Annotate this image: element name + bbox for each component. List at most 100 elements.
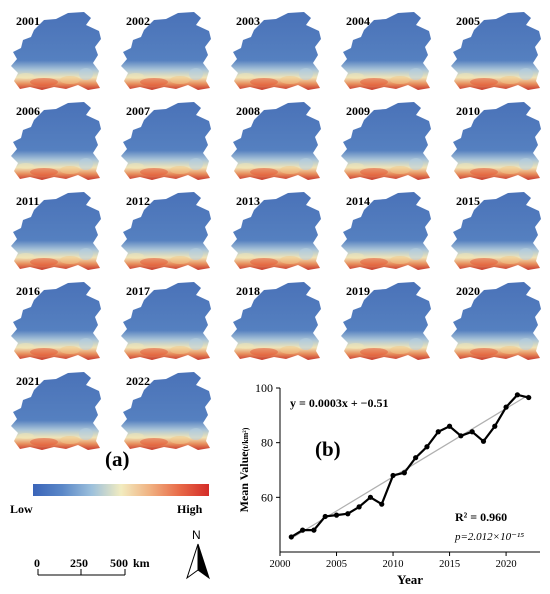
scale-bar: 0 250 500 km [30,540,190,580]
north-arrow: N [183,528,213,580]
map-year-label: 2005 [456,14,480,28]
map-year-label: 2008 [236,104,260,118]
map-region-shape [121,102,211,180]
map-region-shape [231,102,321,180]
map-panel: 2022 [114,364,222,454]
map-region-shape [121,282,211,360]
map-year-label: 2010 [456,104,480,118]
map-panel: 2004 [334,4,442,94]
data-point [311,527,317,533]
map-panel: 2016 [4,274,112,364]
map-panel: 2005 [444,4,550,94]
x-tick-label: 2000 [270,559,291,570]
map-year-label: 2004 [346,14,370,28]
chart-svg: 60 80 100 2000 2005 2010 2015 2020 Year Mean Valu… [237,381,540,587]
data-point [413,455,419,461]
map-panel: 2017 [114,274,222,364]
map-region-shape [341,102,431,180]
legend-high-label: High [177,502,203,516]
y-axis-label-unit: (t/km²) [241,427,250,451]
panel-b-label: (b) [315,437,341,461]
north-arrow-icon [186,543,210,580]
map-year-label: 2016 [16,284,40,298]
map-region-shape [451,282,541,360]
y-tick-label: 80 [261,436,273,450]
scale-bar-graphic [37,569,126,576]
map-region-shape [11,282,101,360]
y-tick-label: 60 [261,490,273,504]
x-tick-label: 2005 [326,559,347,570]
map-year-label: 2003 [236,14,260,28]
map-year-label: 2001 [16,14,40,28]
map-region-shape [231,282,321,360]
x-tick-label: 2020 [496,559,517,570]
data-point [526,394,532,401]
map-grid: 2001 2002 2003 2004 2005 2006 2007 2008 2009 2010… [4,4,550,454]
legend-low-label: Low [10,502,33,516]
map-panel: 2013 [224,184,332,274]
map-region-shape [11,102,101,180]
map-region-shape [231,192,321,270]
map-panel: 2014 [334,184,442,274]
map-year-label: 2002 [126,14,150,28]
map-region-shape [121,12,211,90]
map-panel: 2001 [4,4,112,94]
map-region-shape [11,12,101,90]
map-year-label: 2006 [16,104,40,118]
data-point [390,472,396,479]
map-panel: 2009 [334,94,442,184]
data-point [480,438,487,444]
map-year-label: 2017 [126,284,150,298]
series-line [290,393,529,538]
map-panel: 2019 [334,274,442,364]
scale-unit: km [133,556,150,570]
r-squared-label: R² = 0.960 [455,510,507,524]
panel-a-label: (a) [105,447,130,471]
data-point [379,501,385,507]
y-tick-label: 100 [255,381,273,395]
data-point [367,494,374,500]
map-panel: 2018 [224,274,332,364]
p-value-label: p=2.012×10⁻¹⁵ [454,531,524,543]
map-panel: 2020 [444,274,550,364]
map-year-label: 2013 [236,194,260,208]
data-point [345,511,351,517]
map-year-label: 2009 [346,104,370,118]
x-tick-label: 2010 [383,559,404,570]
map-year-label: 2012 [126,194,150,208]
north-label: N [192,528,201,542]
data-point [401,470,407,476]
map-year-label: 2019 [346,284,370,298]
data-point [469,429,475,435]
map-year-label: 2011 [16,194,40,208]
y-axis-label-text: Mean Value [237,451,251,513]
map-panel: 2007 [114,94,222,184]
map-panel: 2006 [4,94,112,184]
data-point [356,504,362,510]
trend-chart: 60 80 100 2000 2005 2010 2015 2020 Year Mean Valu… [230,370,550,589]
data-point [458,433,464,439]
map-region-shape [451,192,541,270]
x-axis-label: Year [397,572,423,587]
data-point [514,392,520,398]
data-point [288,534,294,540]
map-region-shape [121,192,211,270]
map-year-label: 2020 [456,284,480,298]
map-panel: 2015 [444,184,550,274]
map-region-shape [231,12,321,90]
data-point [333,512,340,518]
scale-tick-0: 0 [34,556,40,570]
scale-tick-250: 250 [70,556,88,570]
map-year-label: 2021 [16,374,40,388]
map-panel: 2002 [114,4,222,94]
map-year-label: 2018 [236,284,260,298]
map-panel: 2003 [224,4,332,94]
regression-equation: y = 0.0003x + −0.51 [290,396,389,410]
map-region-shape [11,372,101,450]
map-year-label: 2007 [126,104,150,118]
map-region-shape [341,12,431,90]
data-point [446,423,453,429]
data-point [492,423,498,429]
y-axis-label: Mean Value(t/km²) [237,427,251,512]
map-year-label: 2014 [346,194,370,208]
